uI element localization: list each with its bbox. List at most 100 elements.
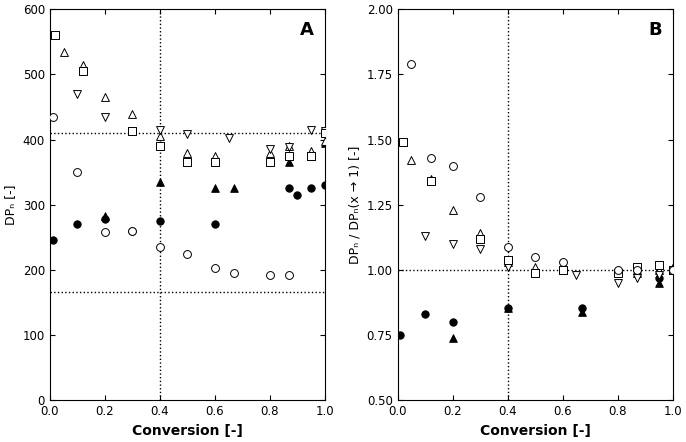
Point: [653, 272, 664, 279]
Point: [78, 68, 88, 75]
Point: [182, 149, 193, 156]
Point: [223, 135, 234, 142]
Point: [127, 227, 138, 234]
Point: [653, 261, 664, 268]
Point: [154, 217, 165, 225]
Point: [264, 159, 275, 166]
Point: [319, 137, 330, 145]
Point: [502, 264, 513, 271]
Point: [631, 264, 642, 271]
Point: [58, 48, 69, 55]
Point: [264, 272, 275, 279]
Point: [283, 152, 294, 160]
Point: [305, 126, 316, 133]
Point: [576, 304, 587, 311]
Point: [667, 267, 678, 274]
Point: [612, 267, 623, 274]
Point: [305, 185, 316, 192]
Text: B: B: [648, 21, 661, 39]
Point: [209, 185, 220, 192]
Point: [305, 152, 316, 160]
Point: [557, 264, 568, 271]
Point: [631, 267, 642, 274]
Y-axis label: DPₙ / DPₙ(x → 1) [-]: DPₙ / DPₙ(x → 1) [-]: [348, 145, 361, 264]
Y-axis label: DPₙ [-]: DPₙ [-]: [4, 185, 17, 225]
Point: [154, 244, 165, 251]
Point: [72, 91, 83, 98]
Point: [447, 334, 458, 341]
Point: [475, 194, 486, 201]
Point: [475, 230, 486, 237]
Point: [319, 139, 330, 146]
Point: [447, 319, 458, 326]
Point: [283, 185, 294, 192]
Point: [631, 267, 642, 274]
Point: [305, 148, 316, 155]
Point: [502, 259, 513, 266]
Point: [631, 267, 642, 274]
Point: [420, 311, 431, 318]
Point: [667, 267, 678, 274]
Point: [502, 256, 513, 263]
Point: [557, 259, 568, 266]
Point: [631, 269, 642, 276]
Point: [209, 152, 220, 160]
Point: [420, 232, 431, 240]
Point: [47, 236, 58, 244]
Point: [99, 216, 110, 223]
Point: [127, 128, 138, 135]
Point: [182, 159, 193, 166]
Point: [283, 159, 294, 166]
Point: [612, 279, 623, 286]
Point: [228, 185, 239, 192]
Point: [72, 221, 83, 228]
Point: [319, 128, 330, 135]
Point: [283, 144, 294, 151]
Point: [292, 191, 303, 198]
Point: [154, 133, 165, 140]
Point: [154, 179, 165, 186]
Point: [425, 175, 436, 182]
Point: [264, 146, 275, 153]
Point: [447, 240, 458, 248]
Point: [182, 250, 193, 257]
Point: [530, 264, 541, 271]
Point: [209, 264, 220, 271]
Point: [612, 269, 623, 276]
Point: [571, 272, 582, 279]
Point: [447, 162, 458, 169]
Point: [502, 304, 513, 311]
Point: [475, 235, 486, 242]
Point: [425, 178, 436, 185]
Point: [228, 270, 239, 277]
Point: [475, 246, 486, 253]
Point: [283, 143, 294, 150]
Point: [319, 130, 330, 137]
Point: [209, 221, 220, 228]
Point: [653, 274, 664, 282]
Point: [576, 308, 587, 315]
Point: [502, 304, 513, 311]
Point: [502, 243, 513, 250]
Text: A: A: [300, 21, 314, 39]
Point: [406, 61, 417, 68]
Point: [612, 267, 623, 274]
Point: [667, 267, 678, 274]
Point: [99, 113, 110, 120]
Point: [557, 267, 568, 274]
Point: [127, 227, 138, 234]
Point: [530, 269, 541, 276]
Point: [653, 279, 664, 286]
Point: [406, 157, 417, 164]
Point: [154, 143, 165, 150]
Point: [425, 154, 436, 161]
Point: [99, 229, 110, 236]
Point: [447, 206, 458, 213]
Point: [209, 159, 220, 166]
Point: [395, 332, 406, 339]
Point: [72, 169, 83, 176]
Point: [398, 139, 409, 146]
X-axis label: Conversion [-]: Conversion [-]: [132, 424, 243, 438]
Point: [631, 274, 642, 282]
Point: [154, 126, 165, 133]
